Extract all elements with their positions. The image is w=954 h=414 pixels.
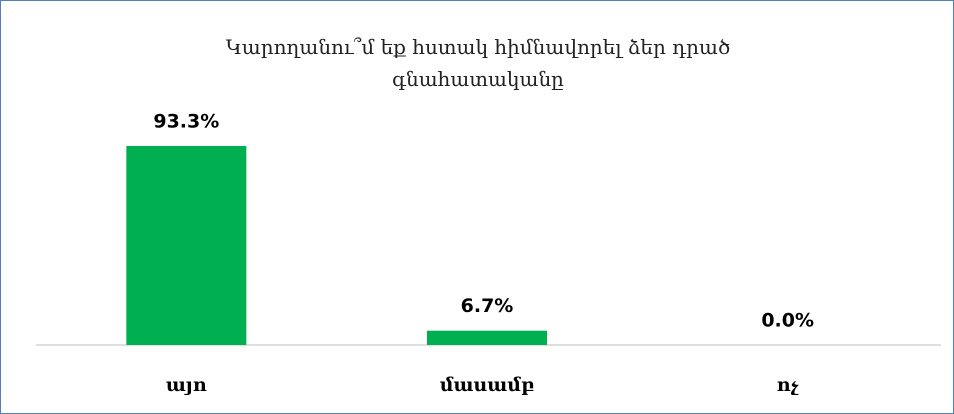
bar bbox=[126, 145, 247, 345]
category-label: մասամբ bbox=[440, 374, 535, 396]
chart-title: Կարողանու՞մ եք հստակ հիմնավորել ձեր դրած… bbox=[225, 35, 731, 91]
bar bbox=[427, 330, 547, 345]
category-label: այո bbox=[166, 374, 207, 396]
category-label: ոչ bbox=[777, 374, 799, 396]
value-label: 93.3% bbox=[153, 110, 219, 132]
value-label: 6.7% bbox=[461, 295, 514, 317]
value-label: 0.0% bbox=[761, 310, 814, 332]
